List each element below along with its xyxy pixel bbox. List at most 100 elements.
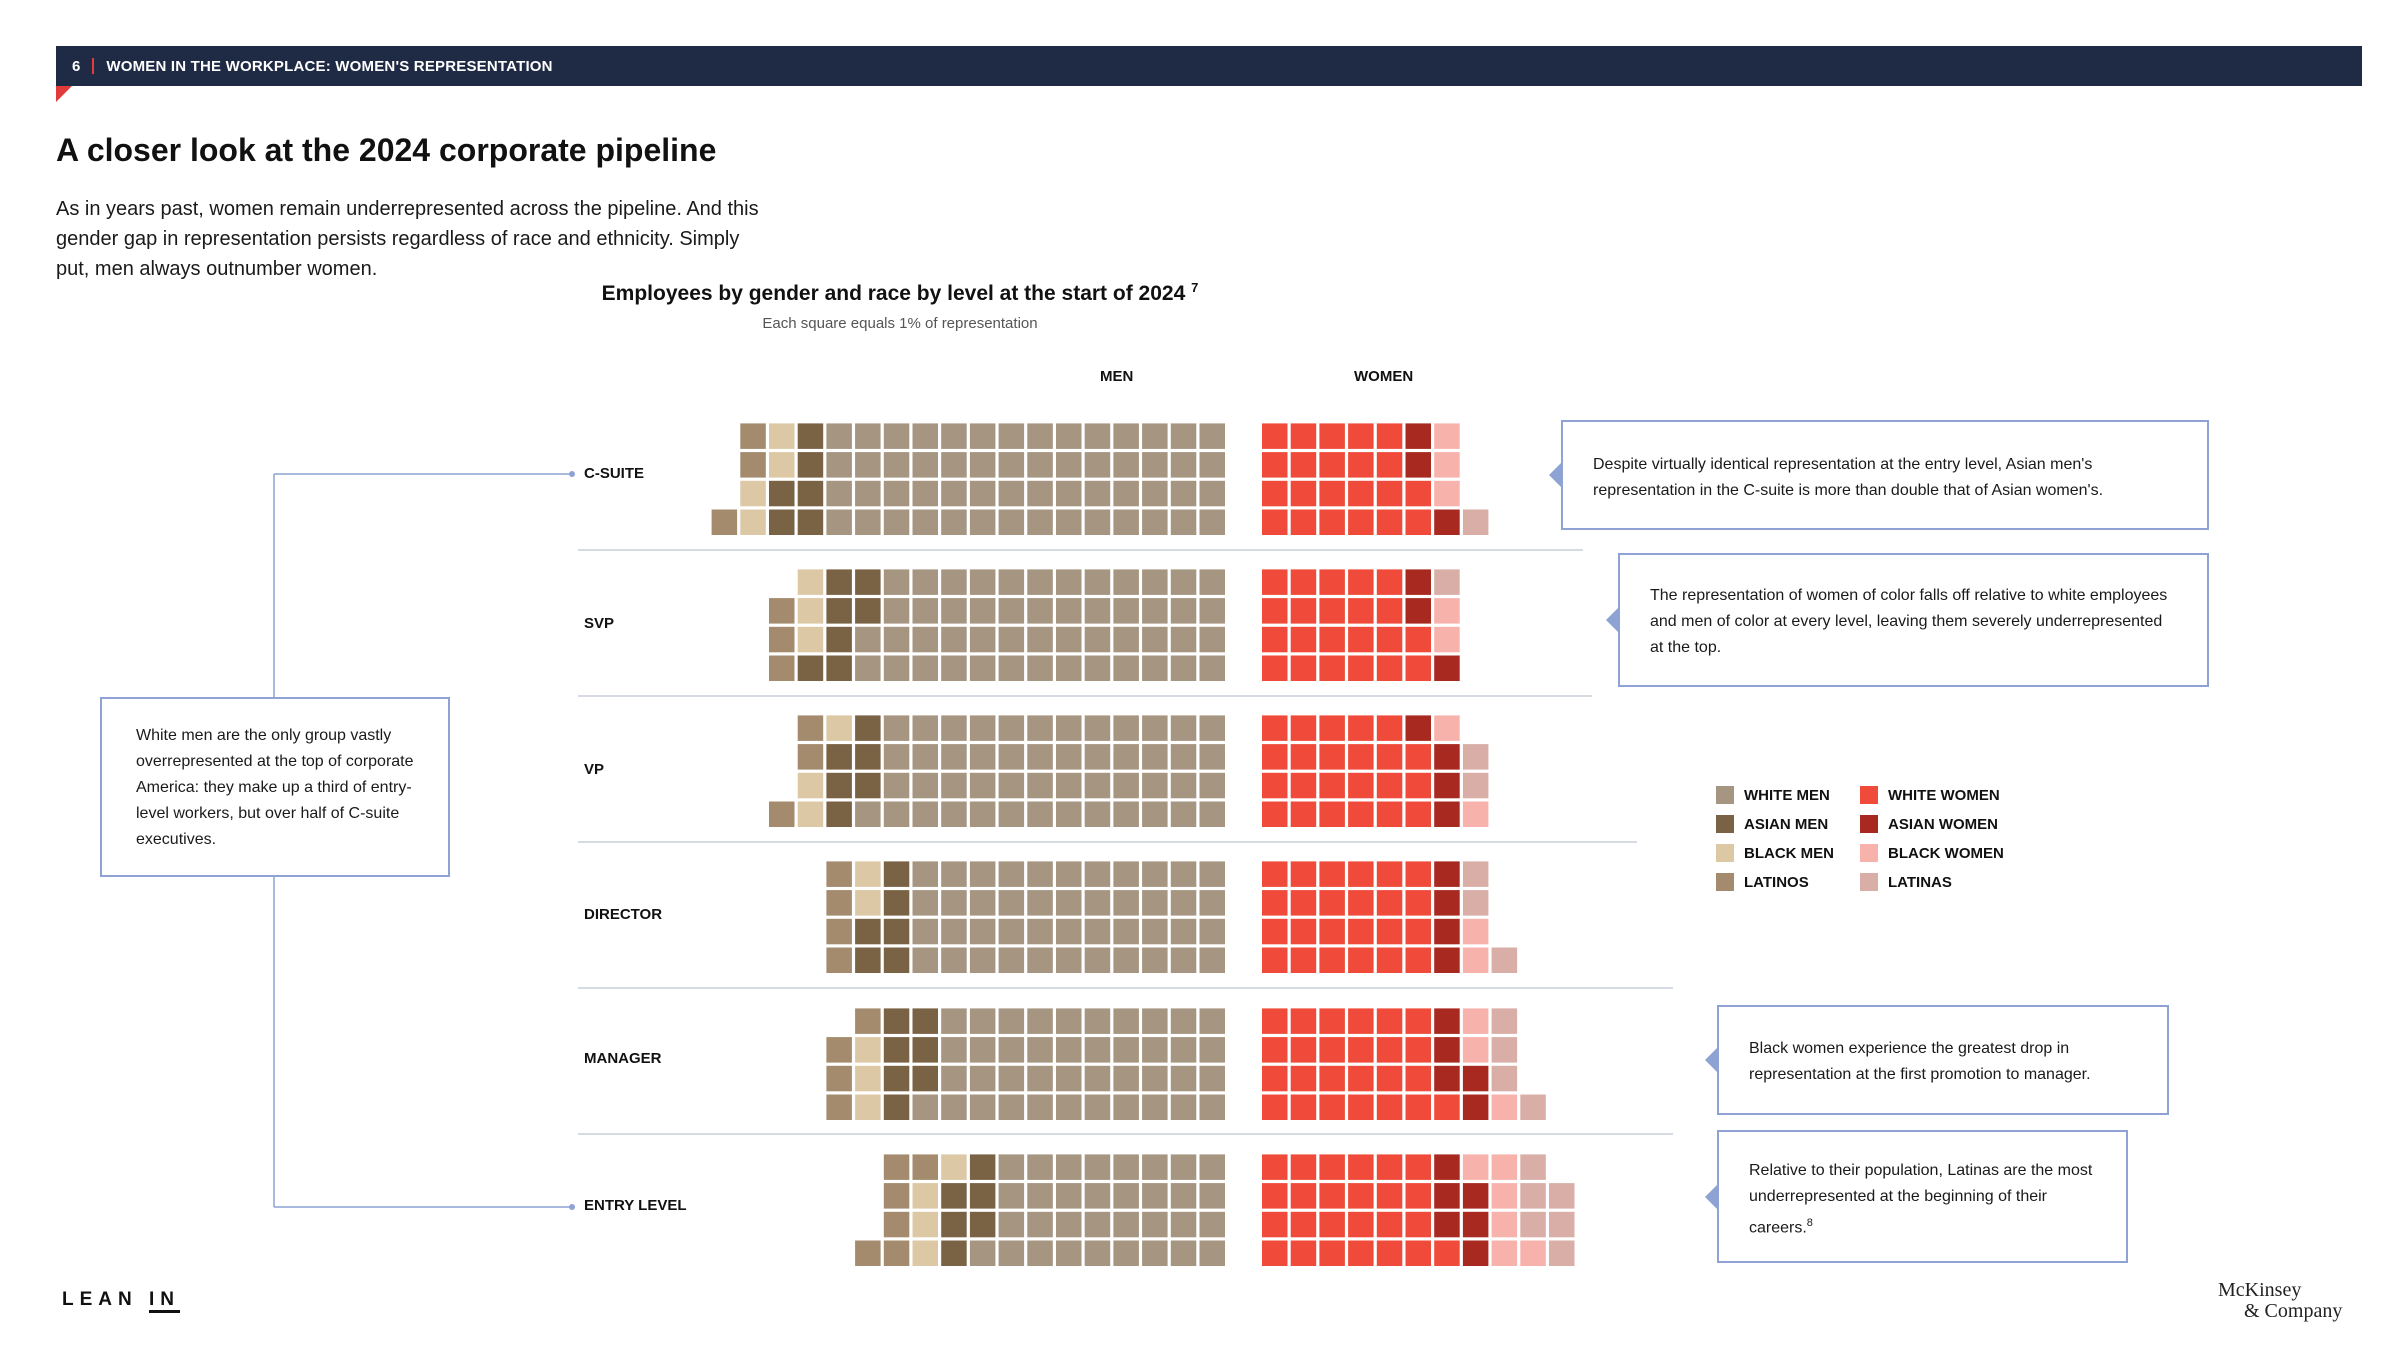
square-asian-men [797,480,824,507]
square-white-women [1290,1037,1317,1063]
square-white-men [1056,1211,1082,1238]
legend-item: BLACK WOMEN [1860,844,2020,862]
square-black-women [1462,947,1489,973]
square-white-men [969,626,996,653]
square-white-women [1290,890,1317,916]
square-asian-women [1434,861,1460,887]
square-asian-women [1434,890,1460,916]
square-white-women [1405,890,1431,916]
square-white-men [1199,452,1225,478]
square-latinos [855,1008,881,1034]
square-black-men [797,626,824,653]
square-white-men [969,918,996,945]
square-white-men [1142,598,1168,624]
square-white-women [1290,1008,1317,1034]
square-latinos [883,1211,910,1238]
square-white-women [1262,1154,1288,1180]
square-white-women [1290,1183,1317,1209]
square-white-men [941,480,967,507]
square-latinas [1462,772,1489,799]
square-black-men [855,1065,881,1092]
square-white-men [969,452,996,478]
square-white-men [1027,918,1053,945]
square-white-women [1262,918,1288,945]
page-number: 6 [72,57,81,75]
square-white-men [1199,918,1225,945]
square-black-women [1491,1211,1518,1238]
square-white-women [1376,1094,1403,1120]
square-white-men [998,509,1025,535]
square-white-men [1056,1065,1082,1092]
square-white-men [1084,480,1111,507]
square-white-men [912,918,938,945]
square-latinos [855,1240,881,1266]
column-head-men: MEN [1100,368,1134,385]
callout-arrow [1705,1048,1717,1072]
square-asian-men [883,1008,910,1034]
square-white-men [941,715,967,741]
square-white-men [1027,480,1053,507]
square-asian-men [883,1065,910,1092]
legend-item: LATINAS [1860,873,2020,891]
square-white-women [1319,772,1345,799]
square-white-men [1056,861,1082,887]
square-white-men [969,1240,996,1266]
square-white-women [1405,1008,1431,1034]
square-asian-women [1434,918,1460,945]
square-black-women [1491,1240,1518,1266]
square-white-women [1348,1154,1374,1180]
square-white-men [1056,1037,1082,1063]
legend-label: BLACK MEN [1744,844,1834,862]
square-white-men [1113,1183,1139,1209]
square-white-men [1199,626,1225,653]
square-white-men [1170,1211,1197,1238]
square-white-women [1290,509,1317,535]
square-white-men [1170,1008,1197,1034]
square-white-men [1027,1183,1053,1209]
square-white-men [883,655,910,681]
header-title: WOMEN IN THE WORKPLACE: WOMEN'S REPRESEN… [106,57,553,75]
square-asian-women [1405,423,1431,449]
square-black-men [797,569,824,595]
square-white-men [1027,423,1053,449]
square-asian-women [1405,452,1431,478]
square-white-women [1376,801,1403,827]
square-white-men [883,452,910,478]
square-white-men [1056,1008,1082,1034]
square-white-women [1290,655,1317,681]
square-white-men [1170,890,1197,916]
square-asian-men [855,569,881,595]
square-white-women [1319,1154,1345,1180]
square-white-women [1348,509,1374,535]
square-black-men [769,423,795,449]
square-white-men [969,1008,996,1034]
square-white-women [1262,598,1288,624]
square-latinas [1462,509,1489,535]
bracket-dot [569,471,575,477]
square-white-men [969,801,996,827]
square-white-men [1027,861,1053,887]
square-white-men [883,772,910,799]
square-white-women [1290,1154,1317,1180]
square-white-men [941,1008,967,1034]
square-white-women [1376,715,1403,741]
square-white-women [1348,918,1374,945]
lean-in-logo-text-a: LEAN [62,1289,149,1310]
square-white-men [941,890,967,916]
mckinsey-logo-line1: McKinsey [2218,1279,2302,1301]
square-black-men [826,715,852,741]
square-white-men [1084,861,1111,887]
square-white-women [1262,890,1288,916]
square-white-men [1142,626,1168,653]
square-white-men [826,452,852,478]
square-white-women [1405,626,1431,653]
square-asian-men [941,1240,967,1266]
square-white-men [1170,772,1197,799]
square-white-women [1290,772,1317,799]
square-asian-men [769,509,795,535]
square-black-women [1434,480,1460,507]
square-white-men [1084,890,1111,916]
square-white-women [1262,1008,1288,1034]
square-white-men [912,655,938,681]
